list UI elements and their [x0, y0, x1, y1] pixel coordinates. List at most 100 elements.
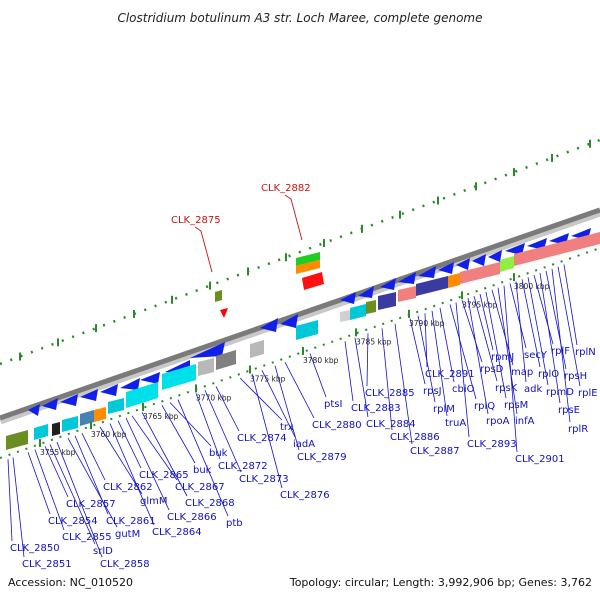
gene-arrow	[80, 389, 98, 401]
gene-leader-line	[439, 307, 455, 383]
gene-label[interactable]: rpoA	[486, 416, 510, 427]
gene-label[interactable]: rpmD	[546, 387, 574, 398]
gene-leader-line	[81, 433, 106, 481]
gene-arrow	[260, 318, 278, 332]
gene-label[interactable]: rplN	[575, 347, 596, 358]
gene-label[interactable]: CLK_2855	[62, 532, 112, 543]
gene-label[interactable]: CLK_2887	[410, 446, 460, 457]
gene-label[interactable]: ptsI	[324, 399, 342, 410]
gene-leader-line	[424, 313, 428, 368]
gene-block	[340, 310, 350, 322]
gene-label[interactable]: rplM	[433, 404, 455, 415]
gene-arrow	[418, 266, 436, 278]
gene-label[interactable]: rpsM	[504, 400, 528, 411]
gene-label[interactable]: rplQ	[474, 401, 495, 412]
clk-2882-block-orange	[296, 260, 320, 274]
gene-leader-line	[125, 417, 170, 511]
gene-label[interactable]: rpsH	[564, 371, 587, 382]
gene-arrow	[472, 254, 486, 266]
highlighted-gene-label[interactable]: CLK_2875	[171, 215, 221, 226]
gene-label[interactable]: buk	[209, 448, 228, 459]
gene-label[interactable]: CLK_2851	[22, 559, 72, 570]
kbp-tick-label: 3800 kbp	[514, 282, 550, 291]
gene-label[interactable]: buk	[193, 465, 212, 476]
gene-label[interactable]: rpsD	[480, 364, 504, 375]
gene-block	[514, 232, 600, 266]
outer-dotted-ring	[0, 138, 600, 366]
gene-leader-lines	[7, 264, 581, 558]
gene-label[interactable]: CLK_2864	[152, 527, 202, 538]
gene-label[interactable]: CLK_2876	[280, 490, 330, 501]
gene-label[interactable]: CLK_2880	[312, 420, 362, 431]
gene-label[interactable]: CLK_2861	[106, 516, 156, 527]
gene-label[interactable]: CLK_2891	[425, 369, 475, 380]
gene-label[interactable]: CLK_2901	[515, 454, 565, 465]
gene-label[interactable]: rplO	[538, 369, 559, 380]
gene-label[interactable]: CLK_2879	[297, 452, 347, 463]
gene-label[interactable]: CLK_2857	[66, 499, 116, 510]
gene-labels: CLK_2850 CLK_2851 CLK_2854 CLK_2855 CLK_2857…	[10, 346, 598, 570]
gene-label[interactable]: iadA	[293, 439, 315, 450]
gene-label[interactable]: CLK_2885	[365, 388, 415, 399]
gene-leader-line	[34, 449, 65, 531]
gene-label[interactable]: CLK_2893	[467, 439, 517, 450]
gene-leader-line	[67, 438, 118, 528]
gene-leader-line	[44, 446, 69, 498]
gene-label[interactable]: CLK_2867	[175, 482, 225, 493]
gene-label[interactable]: infA	[515, 416, 535, 427]
gene-leader-line	[109, 423, 155, 526]
gene-label[interactable]: CLK_2854	[48, 516, 98, 527]
gene-leader-line	[557, 266, 581, 387]
gene-label[interactable]: map	[511, 367, 533, 378]
gene-label[interactable]: rpmJ	[491, 352, 514, 363]
gene-label[interactable]: cbiO	[452, 384, 475, 395]
gene-label[interactable]: CLK_2866	[167, 512, 217, 523]
gene-label[interactable]: CLK_2883	[351, 403, 401, 414]
gene-leader-line	[49, 444, 96, 545]
gene-arrow	[438, 262, 454, 274]
gene-label[interactable]: CLK_2862	[103, 482, 153, 493]
gene-leader-line	[473, 295, 498, 382]
gene-label[interactable]: glmM	[140, 496, 168, 507]
gene-leader-line	[215, 386, 240, 432]
gene-label[interactable]: CLK_2868	[185, 498, 235, 509]
gene-label[interactable]: rplR	[568, 424, 588, 435]
gene-leader-line	[117, 420, 142, 469]
gene-block	[460, 262, 500, 284]
gene-label[interactable]: rplE	[578, 388, 598, 399]
gene-leader-line	[161, 405, 196, 464]
gene-label[interactable]: rplF	[551, 346, 570, 357]
gene-label[interactable]: CLK_2850	[10, 543, 60, 554]
gene-label[interactable]: gutM	[115, 529, 140, 540]
gene-label[interactable]: srlD	[93, 546, 113, 557]
gene-leader-line	[527, 277, 549, 386]
gene-label[interactable]: CLK_2886	[390, 432, 440, 443]
gene-label[interactable]: rpsK	[495, 383, 518, 394]
clk-2875-block	[215, 290, 222, 302]
gene-block	[126, 382, 158, 408]
gene-leader-line	[479, 293, 494, 351]
gene-label[interactable]: CLK_2865	[139, 470, 189, 481]
gene-label[interactable]: CLK_2874	[237, 433, 287, 444]
gene-block	[6, 430, 28, 450]
gene-label[interactable]: ptb	[226, 518, 243, 529]
gene-label[interactable]: CLK_2858	[100, 559, 150, 570]
gene-label[interactable]: trx	[280, 422, 294, 433]
gene-label[interactable]: CLK_2884	[366, 419, 416, 430]
gene-leader-line	[56, 441, 103, 558]
highlighted-gene-label[interactable]: CLK_2882	[261, 183, 311, 194]
gene-label[interactable]: CLK_2872	[218, 461, 268, 472]
gene-label[interactable]: adk	[524, 384, 542, 395]
gene-leader-line	[204, 390, 242, 473]
gene-arrow	[280, 314, 298, 328]
gene-block	[350, 304, 366, 320]
kbp-tick-label: 3755 kbp	[40, 448, 76, 457]
kbp-tick-label: 3775 kbp	[250, 375, 286, 384]
gene-leader-line	[539, 272, 561, 404]
gene-label[interactable]: truA	[445, 418, 466, 429]
gene-label[interactable]: rpsJ	[423, 386, 442, 397]
gene-label[interactable]: secY	[524, 350, 548, 361]
gene-label[interactable]: rpsE	[558, 405, 580, 416]
gene-label[interactable]: CLK_2873	[239, 474, 289, 485]
